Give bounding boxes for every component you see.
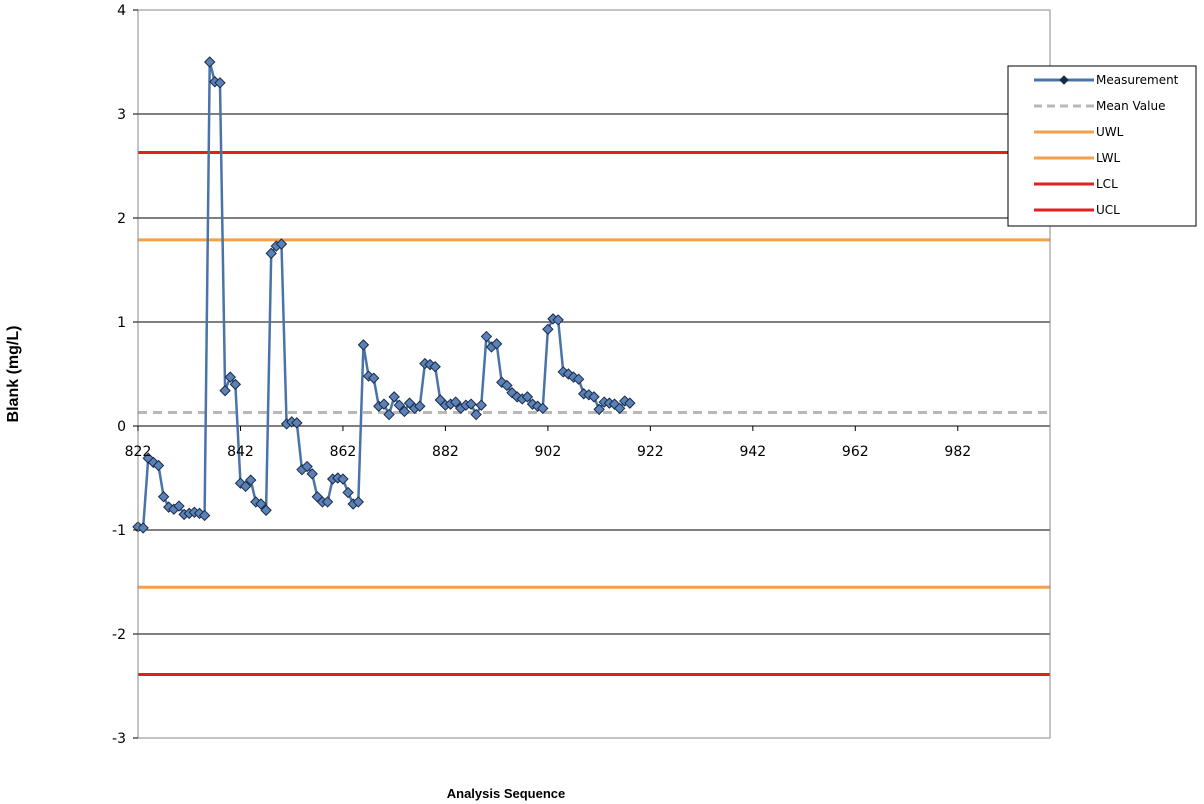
plot-background (138, 10, 1050, 738)
y-axis-ticks: 4 3 2 1 0 -1 -2 -3 (112, 3, 138, 747)
measurement-point (275, 238, 288, 250)
measurement-point (470, 408, 482, 421)
measurement-point (291, 417, 303, 429)
measurement-point (224, 371, 236, 383)
x-tick-label: 902 (535, 444, 562, 460)
legend-label: Mean Value (1096, 99, 1165, 113)
legend-label: LCL (1096, 177, 1118, 191)
measurement-point (393, 399, 406, 411)
measurement-point (245, 474, 257, 486)
x-tick-label: 982 (944, 444, 971, 460)
x-axis-ticks: 822 842 862 882 902 922 942 962 982 (125, 426, 971, 460)
measurement-point (383, 408, 395, 421)
plot-border (137, 9, 1051, 739)
measurement-point (572, 373, 585, 385)
measurement-point (198, 509, 211, 522)
measurement-point (204, 56, 216, 68)
measurement-point (475, 399, 487, 411)
measurement-point (588, 391, 600, 403)
measurement-point (306, 468, 318, 480)
x-axis-title: Analysis Sequence (447, 786, 566, 801)
measurement-point (480, 330, 493, 343)
measurement-point (593, 403, 605, 416)
measurement-point (239, 480, 252, 493)
measurement-point (173, 500, 185, 512)
x-tick-label: 842 (227, 444, 254, 460)
measurement-point (342, 486, 354, 499)
measurement-point (624, 397, 636, 409)
measurement-point (490, 338, 503, 350)
measurement-point (255, 498, 267, 510)
measurement-point (552, 314, 564, 326)
legend-label: UWL (1096, 125, 1124, 139)
measurement-point (501, 379, 513, 392)
measurement-point (229, 378, 242, 391)
y-tick-label: 0 (117, 419, 126, 435)
legend: Measurement Mean Value UWL LWL LCL UCL (1007, 65, 1197, 227)
legend-label: Measurement (1096, 73, 1179, 87)
x-tick-label: 862 (330, 444, 357, 460)
measurement-point (378, 398, 390, 410)
measurement-point (388, 391, 400, 403)
measurement-point (260, 504, 272, 516)
measurement-point (265, 247, 277, 260)
measurement-point (465, 398, 477, 410)
measurement-point (157, 491, 170, 503)
measurement-point (449, 396, 462, 408)
x-tick-label: 822 (125, 444, 152, 460)
y-tick-label: 1 (117, 315, 126, 331)
legend-box (1007, 65, 1197, 227)
y-tick-label: -2 (112, 627, 126, 643)
measurement-point (537, 402, 549, 415)
x-tick-label: 962 (842, 444, 869, 460)
plot-area (138, 10, 1050, 738)
legend-label: LWL (1096, 151, 1120, 165)
y-tick-label: 2 (117, 211, 126, 227)
x-tick-label: 922 (637, 444, 664, 460)
measurement-point (219, 384, 231, 397)
reference-lines (138, 150, 1050, 677)
measurement-point (137, 522, 149, 534)
legend-marker (1059, 75, 1069, 85)
y-tick-label: -1 (112, 523, 126, 539)
measurement-series (132, 56, 636, 534)
measurement-point (398, 405, 411, 418)
measurement-point (321, 496, 334, 508)
measurement-point (414, 400, 426, 412)
measurement-point (337, 473, 349, 485)
measurement-point (352, 496, 365, 508)
measurement-point (613, 402, 626, 415)
measurement-point (429, 361, 441, 373)
measurement-point (214, 77, 226, 89)
legend-label: UCL (1096, 203, 1120, 217)
x-tick-label: 882 (432, 444, 459, 460)
y-tick-label: 4 (117, 3, 126, 19)
measurement-point (542, 323, 554, 335)
measurement-point (521, 391, 534, 403)
measurement-point (357, 339, 370, 351)
measurement-point (367, 372, 380, 384)
x-tick-label: 942 (739, 444, 766, 460)
y-tick-label: -3 (112, 731, 126, 747)
y-tick-label: 3 (117, 107, 126, 123)
measurement-point (152, 459, 165, 472)
measurement-point (301, 460, 313, 473)
y-axis-title: Blank (mg/L) (5, 326, 22, 423)
